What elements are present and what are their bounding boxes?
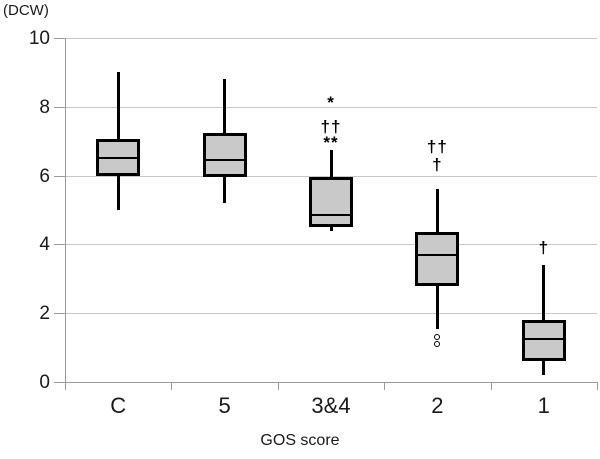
y-axis-tick — [54, 244, 65, 246]
box-iqr — [521, 320, 566, 362]
x-category-label: 1 — [537, 393, 550, 418]
x-axis-tick — [171, 382, 173, 390]
median-line — [418, 253, 457, 256]
y-axis-tick — [54, 313, 65, 315]
significance-annotation: * — [327, 93, 335, 113]
y-axis-tick — [54, 382, 65, 383]
whisker-line — [542, 265, 546, 376]
y-tick-label: 10 — [28, 28, 50, 49]
x-axis-title: GOS score — [260, 432, 340, 449]
significance-annotation: † — [432, 155, 443, 175]
significance-annotation: † — [538, 237, 550, 257]
y-tick-label: 0 — [39, 372, 50, 393]
x-axis-tick — [597, 382, 598, 390]
x-category-label: 3&4 — [311, 393, 351, 418]
y-tick-label: 8 — [39, 96, 50, 118]
outlier-point — [434, 334, 441, 341]
y-gridline — [65, 38, 597, 39]
y-tick-label: 4 — [39, 234, 50, 256]
significance-annotation: †† — [426, 137, 448, 157]
x-axis-tick — [277, 382, 279, 390]
y-gridline — [65, 382, 597, 383]
y-axis-tick — [54, 38, 65, 39]
x-axis-tick — [65, 382, 66, 390]
y-gridline — [65, 244, 597, 246]
y-tick-label: 6 — [39, 165, 50, 187]
median-line — [99, 157, 138, 160]
significance-annotation: ** — [323, 132, 339, 152]
box-iqr — [309, 177, 353, 228]
y-axis-tick — [54, 106, 65, 108]
significance-annotation: †† — [320, 116, 342, 136]
y-axis-line — [65, 38, 66, 390]
median-line — [205, 159, 244, 162]
y-gridline — [65, 313, 597, 315]
box-iqr — [415, 232, 460, 286]
x-category-label: 5 — [218, 393, 231, 418]
x-category-label: 2 — [431, 393, 444, 418]
x-axis-tick — [384, 382, 386, 390]
y-axis-tick — [54, 175, 65, 177]
x-category-label: C — [110, 393, 127, 418]
box-iqr — [202, 132, 247, 178]
y-axis-unit-label: (DCW) — [3, 2, 49, 19]
x-axis-tick — [490, 382, 492, 390]
median-line — [312, 214, 350, 217]
median-line — [524, 338, 563, 340]
y-gridline — [65, 106, 597, 108]
outlier-point — [434, 341, 441, 348]
y-tick-label: 2 — [39, 303, 50, 325]
